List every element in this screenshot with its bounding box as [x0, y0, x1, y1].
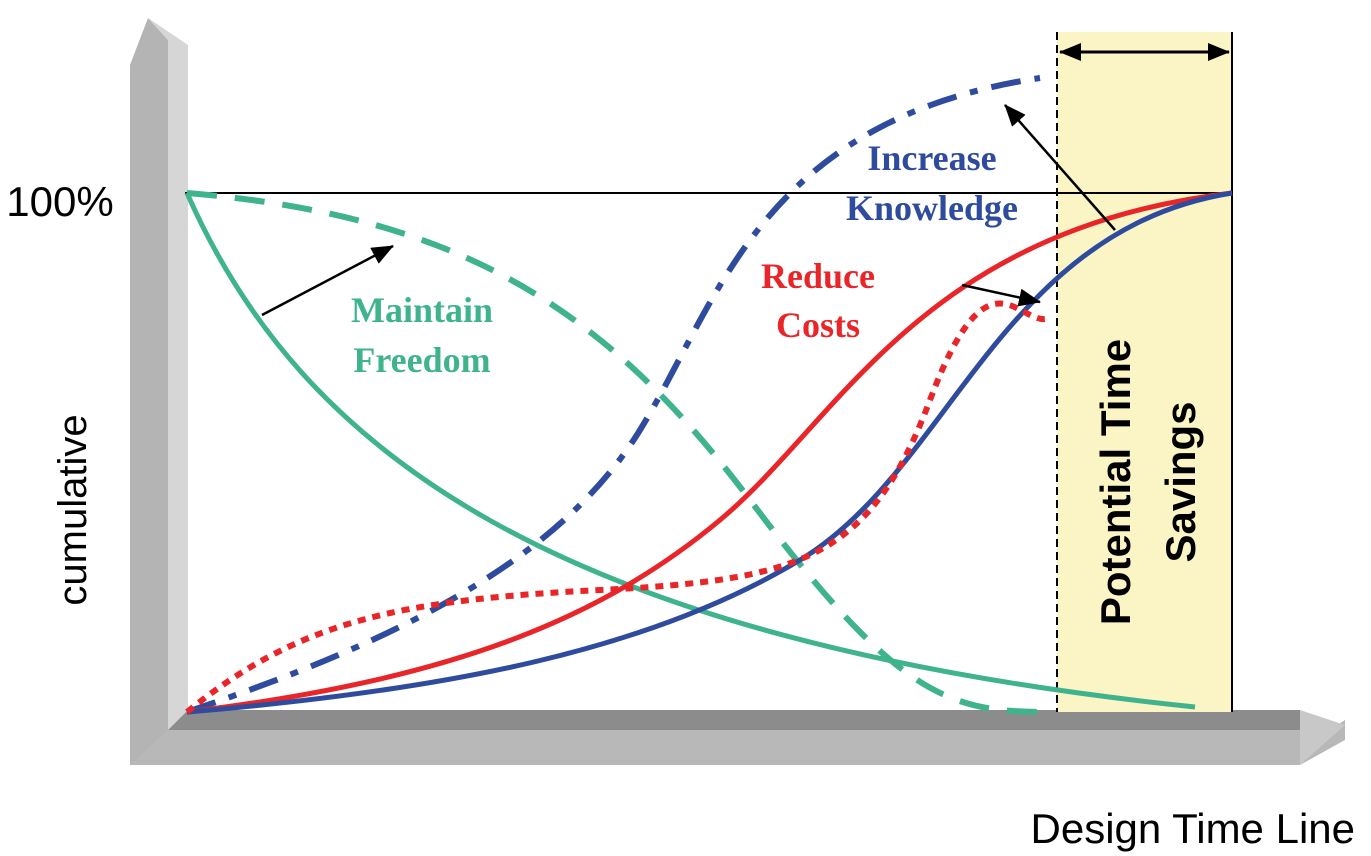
level-label: 100% — [6, 178, 113, 225]
knowledge-dashed-curve — [186, 75, 1041, 715]
knowledge-curve — [186, 190, 1233, 715]
pointer-arrow — [261, 244, 394, 317]
savings-region — [1057, 32, 1232, 712]
freedom-dashed-curve — [186, 190, 1051, 715]
pointer-arrow — [961, 283, 1041, 307]
curves — [184, 75, 1233, 715]
region-label: Savings — [1157, 401, 1204, 562]
x-axis-label: Design Time Line — [1031, 805, 1356, 852]
annotation: Knowledge — [846, 188, 1018, 228]
annotation: Reduce — [761, 256, 875, 296]
cost-dotted-curve — [185, 300, 1052, 715]
annotation: Increase — [867, 138, 996, 178]
annotation: Costs — [776, 305, 860, 345]
y-axis-label: cumulative — [51, 414, 95, 605]
region-label: Potential Time — [1092, 339, 1139, 625]
annotation: Freedom — [353, 340, 490, 380]
cost-curve — [186, 190, 1233, 715]
annotation: Maintain — [351, 290, 493, 330]
freedom-curve — [184, 191, 1196, 710]
axes-3d — [130, 18, 1345, 765]
pointer-arrow — [1004, 104, 1116, 231]
